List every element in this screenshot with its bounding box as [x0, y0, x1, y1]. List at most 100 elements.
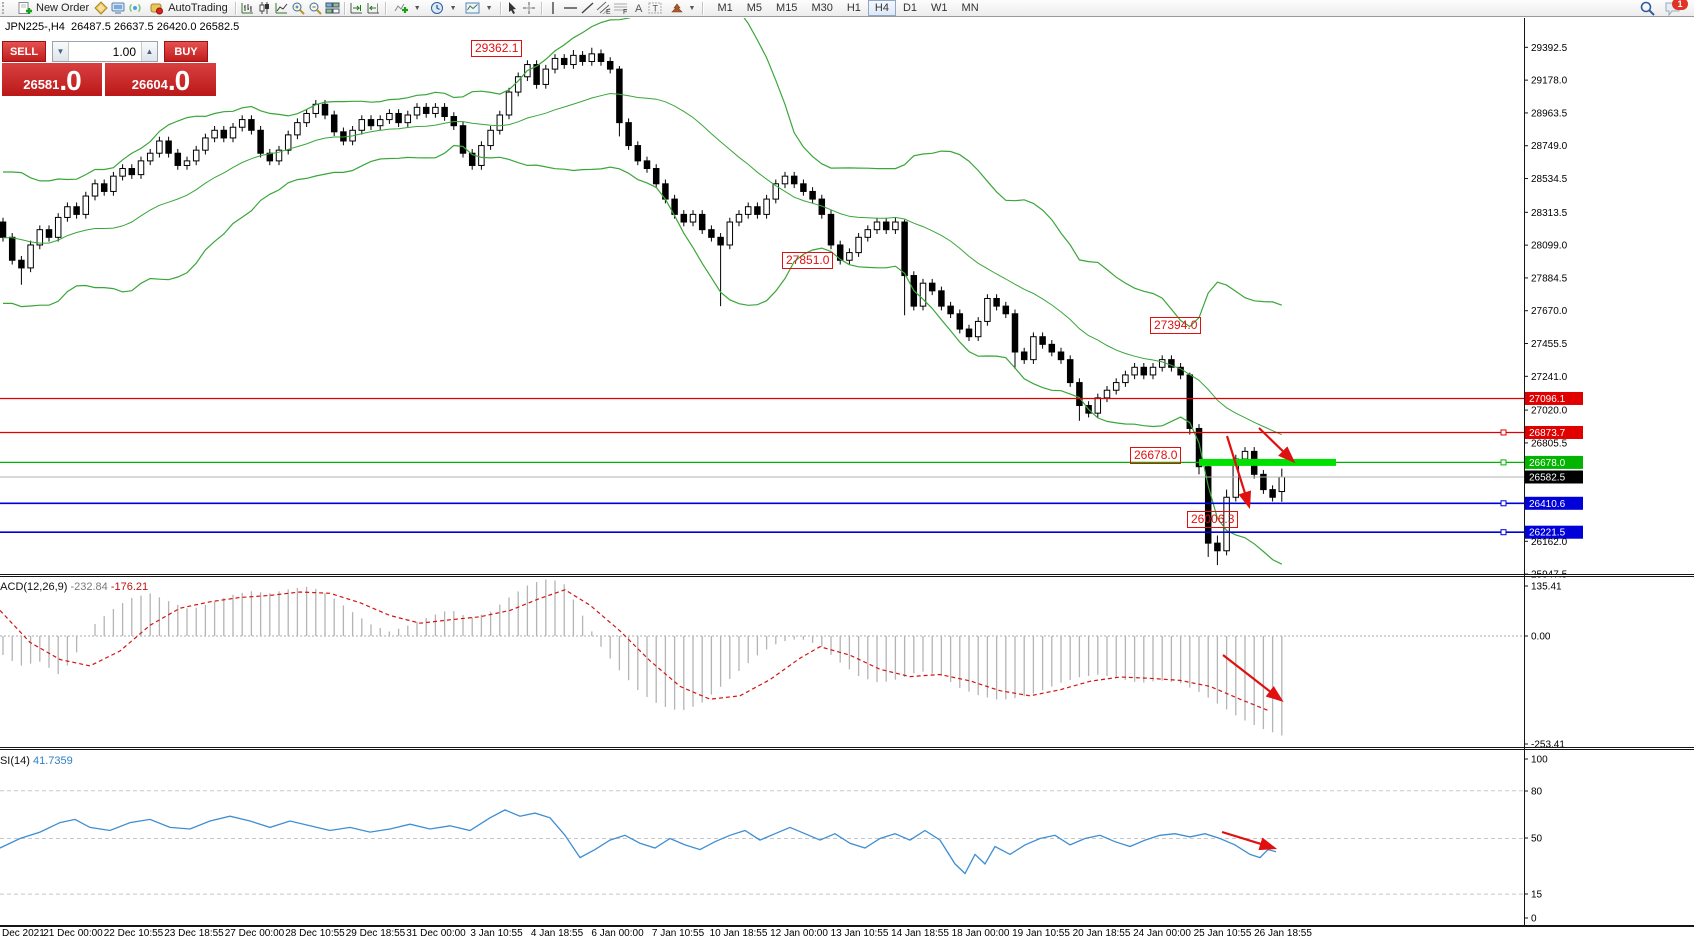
time-label: 28 Dec 10:55	[285, 928, 345, 939]
volume-input[interactable]	[69, 42, 141, 61]
cursor-icon[interactable]	[504, 1, 521, 16]
svg-text:26873.7: 26873.7	[1529, 428, 1566, 439]
buy-price[interactable]: 26604.0	[105, 63, 216, 96]
macd-panel[interactable]: 135.41 0.00 -253.41	[0, 579, 1565, 751]
line-chart-icon[interactable]	[273, 1, 290, 16]
toolbar-grip[interactable]	[2, 2, 9, 14]
svg-text:28534.5: 28534.5	[1531, 174, 1568, 185]
chart-shift-icon[interactable]	[365, 1, 382, 16]
timeframe-mn[interactable]: MN	[961, 2, 979, 14]
svg-text:28749.0: 28749.0	[1531, 141, 1568, 152]
time-label: 13 Jan 10:55	[830, 928, 889, 939]
time-label: 7 Jan 10:55	[651, 928, 705, 939]
arrows-tool-icon	[668, 1, 685, 16]
arrows-tool-button[interactable]: ▼	[664, 1, 700, 16]
notifications-button[interactable]: 1	[1664, 0, 1688, 16]
indicators-button[interactable]: ▼	[389, 1, 425, 16]
text-icon[interactable]: A	[630, 1, 647, 16]
svg-text:E: E	[606, 9, 611, 15]
timeframe-m5[interactable]: M5	[746, 2, 763, 14]
hline-handle[interactable]	[1500, 429, 1507, 436]
autotrading-icon	[148, 1, 165, 16]
price-badge-26410.6	[1525, 496, 1583, 510]
search-icon[interactable]	[1639, 1, 1656, 16]
price-annotation-27394.0[interactable]: 27394.0	[1150, 317, 1202, 334]
buy-price-big: .0	[167, 65, 190, 96]
bar-chart-icon[interactable]	[239, 1, 256, 16]
vertical-line-icon[interactable]	[545, 1, 562, 16]
highlighted-level-segment[interactable]	[1199, 458, 1336, 466]
autotrading-button[interactable]: AutoTrading	[144, 1, 232, 16]
time-label: 26 Jan 18:55	[1254, 928, 1312, 939]
zoom-in-icon[interactable]	[290, 1, 307, 16]
rsi-value: 41.7359	[32, 755, 73, 767]
zoom-out-icon[interactable]	[307, 1, 324, 16]
text-label-icon[interactable]: T	[647, 1, 664, 16]
horizontal-line-icon[interactable]	[562, 1, 579, 16]
macd-panel-separator[interactable]	[0, 574, 1694, 577]
svg-text:27455.5: 27455.5	[1531, 339, 1568, 350]
macd-arrow[interactable]	[1222, 654, 1284, 703]
timeframe-m1[interactable]: M1	[717, 2, 733, 14]
horizontal-level-lines[interactable]: 27096.1 26873.7 26678.0 26582.5 26410.6 26221…	[0, 391, 1583, 539]
candlestick-chart-icon[interactable]	[256, 1, 273, 16]
price-annotation-26006.3[interactable]: 26006.3	[1187, 511, 1239, 528]
hline-handle[interactable]	[1500, 459, 1507, 466]
new-order-icon	[16, 1, 33, 16]
crosshair-icon[interactable]	[521, 1, 538, 16]
rsi-panel[interactable]: 100 80 50 15 0	[0, 755, 1548, 925]
trendline-icon[interactable]	[579, 1, 596, 16]
volume-decrease-button[interactable]: ▼	[53, 42, 69, 61]
fibonacci-icon[interactable]: F	[613, 1, 630, 16]
candles	[0, 47, 1286, 566]
new-order-label: New Order	[36, 2, 90, 14]
ohlc-close: 26582.5	[199, 21, 240, 33]
price-annotation-27851.0[interactable]: 27851.0	[782, 252, 834, 269]
auto-scroll-icon[interactable]	[348, 1, 365, 16]
time-label: 27 Dec 00:00	[224, 928, 285, 939]
equidistant-channel-icon[interactable]: E	[596, 1, 613, 16]
price-badge-26873.7	[1525, 425, 1583, 439]
rsi-arrow[interactable]	[1221, 830, 1278, 851]
sell-button[interactable]: SELL	[2, 41, 46, 62]
bollinger-bands	[3, 18, 1283, 565]
price-annotation-29362.1[interactable]: 29362.1	[471, 40, 523, 57]
time-axis-line	[0, 925, 1694, 927]
macd-value-hist: -232.84	[70, 581, 108, 593]
timeframe-m15[interactable]: M15	[776, 2, 798, 14]
main-chart-plot[interactable]	[0, 0, 1286, 566]
metaeditor-icon[interactable]	[93, 1, 110, 16]
hline-handle[interactable]	[1500, 500, 1507, 507]
svg-text:15: 15	[1531, 890, 1543, 901]
templates-button[interactable]: ▼	[461, 1, 497, 16]
svg-text:0.00: 0.00	[1531, 632, 1551, 643]
price-annotation-26678.0[interactable]: 26678.0	[1130, 447, 1182, 464]
hline-handle[interactable]	[1500, 529, 1507, 536]
sell-price[interactable]: 26581.0	[2, 63, 102, 96]
timeframe-h4[interactable]: H4	[867, 0, 896, 16]
volume-increase-button[interactable]: ▲	[141, 42, 157, 61]
autotrading-label: AutoTrading	[168, 2, 228, 14]
svg-text:27020.0: 27020.0	[1531, 406, 1568, 417]
new-order-button[interactable]: New Order	[12, 1, 93, 16]
tile-windows-icon[interactable]	[324, 1, 341, 16]
timeframe-w1[interactable]: W1	[931, 2, 948, 14]
timeframe-h1[interactable]: H1	[846, 2, 861, 14]
terminal-icon[interactable]	[110, 1, 127, 16]
time-label: 22 Dec 10:55	[103, 928, 164, 939]
ohlc-low: 26420.0	[156, 21, 197, 33]
periods-button[interactable]: ▼	[425, 1, 461, 16]
signals-icon[interactable]	[127, 1, 144, 16]
timeframe-m30[interactable]: M30	[811, 2, 833, 14]
annotation-arrows[interactable]	[1225, 427, 1296, 510]
time-label: 14 Jan 18:55	[891, 928, 949, 939]
timeframe-d1[interactable]: D1	[902, 2, 918, 14]
time-axis[interactable]: Dec 2021 21 Dec 00:00 22 Dec 10:55 23 Dec 1…	[0, 928, 1694, 940]
buy-button[interactable]: BUY	[164, 41, 208, 62]
time-label: 21 Dec 00:00	[43, 928, 103, 939]
rsi-panel-separator[interactable]	[0, 747, 1694, 750]
svg-text:135.41: 135.41	[1531, 582, 1562, 593]
svg-text:26221.5: 26221.5	[1529, 528, 1566, 539]
